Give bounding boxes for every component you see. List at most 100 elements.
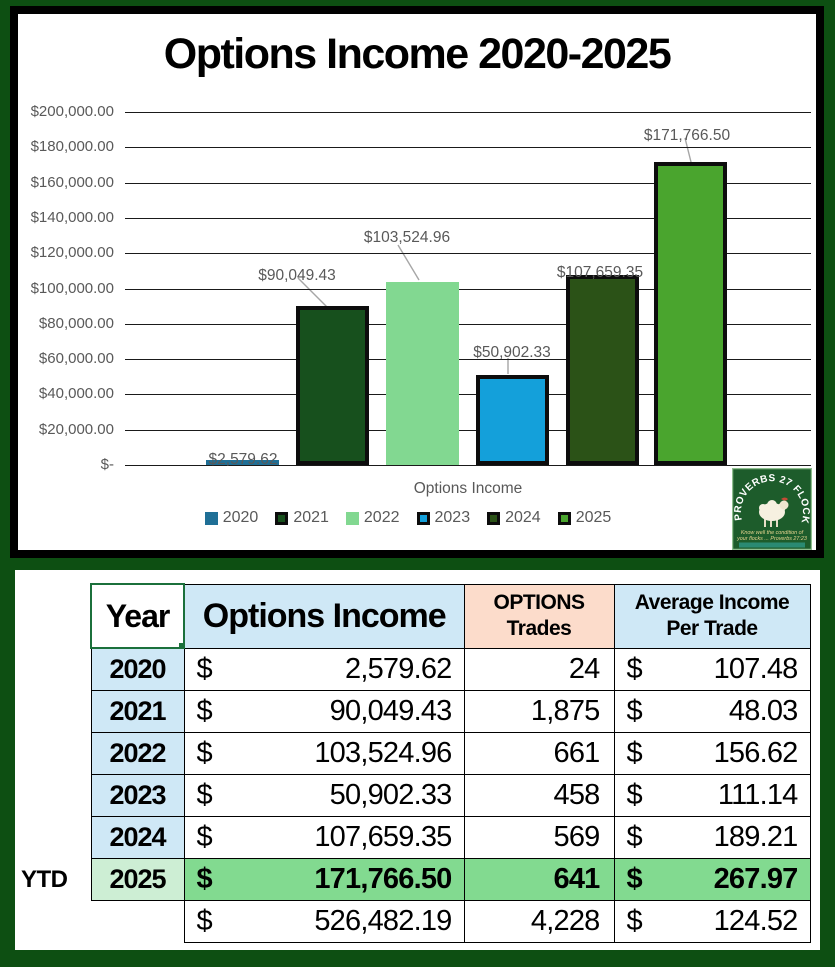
amount-value: 156.62 bbox=[713, 736, 799, 769]
trades-cell-2025: 641 bbox=[463, 857, 615, 901]
trades-cell-2021: 1,875 bbox=[463, 689, 615, 733]
table-row-2023: 2023 $50,902.33 458 $111.14 bbox=[90, 773, 811, 817]
currency-symbol: $ bbox=[626, 820, 643, 853]
legend-swatch-2023 bbox=[416, 511, 430, 525]
legend-swatch-2025 bbox=[557, 511, 571, 525]
gridline bbox=[125, 394, 811, 396]
chart-panel: Options Income 2020-2025 Options Income … bbox=[10, 6, 824, 558]
legend-label-2020: 2020 bbox=[222, 509, 259, 526]
chart-legend: 2020 2021 2022 2023 2024 2025 bbox=[125, 509, 691, 527]
table-row-2020: 2020 $2,579.62 24 $107.48 bbox=[90, 647, 811, 691]
x-axis-label: Options Income bbox=[413, 480, 523, 497]
gridline bbox=[125, 112, 811, 113]
header-average-income: Average Income Per Trade bbox=[613, 583, 811, 649]
selection-handle bbox=[178, 642, 182, 646]
amount-value: 50,902.33 bbox=[329, 778, 453, 811]
logo-url-strip bbox=[739, 542, 805, 548]
amount-value: 107,659.35 bbox=[314, 820, 452, 853]
chart-title: Options Income 2020-2025 bbox=[163, 30, 672, 78]
trades-cell-2024: 569 bbox=[463, 815, 615, 859]
currency-symbol: $ bbox=[196, 862, 213, 895]
legend-label-2024: 2024 bbox=[505, 509, 541, 526]
year-cell-2025: 2025 bbox=[90, 857, 185, 901]
proverbs-27-flocks-logo: PROVERBS 27 FLOCKS Know well the conditi… bbox=[732, 468, 812, 550]
currency-symbol: $ bbox=[196, 778, 213, 811]
amount-value: 267.97 bbox=[713, 862, 799, 895]
data-label-2023: $50,902.33 bbox=[473, 344, 551, 361]
gridline bbox=[125, 288, 811, 290]
currency-symbol: $ bbox=[626, 862, 643, 895]
currency-symbol: $ bbox=[196, 694, 213, 727]
income-cell-2023: $50,902.33 bbox=[183, 773, 465, 817]
legend-item-2024: 2024 bbox=[487, 509, 541, 527]
trades-value: 1,875 bbox=[530, 694, 600, 727]
bar-2021 bbox=[295, 306, 369, 465]
avg-cell-2020: $107.48 bbox=[613, 647, 811, 691]
trades-value: 458 bbox=[553, 778, 601, 811]
amount-value: 107.48 bbox=[713, 652, 799, 685]
header-options-income: Options Income bbox=[183, 583, 465, 649]
amount-value: 171,766.50 bbox=[314, 862, 452, 895]
trades-value: 661 bbox=[553, 736, 601, 769]
gridline bbox=[125, 182, 811, 184]
trades-value: 641 bbox=[553, 862, 601, 895]
avg-cell-2025: $267.97 bbox=[613, 857, 811, 901]
amount-value: 2,579.62 bbox=[345, 652, 452, 685]
total-row-empty-cell bbox=[91, 900, 184, 942]
currency-symbol: $ bbox=[626, 736, 643, 769]
amount-value: 526,482.19 bbox=[314, 904, 452, 937]
gridline bbox=[125, 217, 811, 219]
table-row-2024: 2024 $107,659.35 569 $189.21 bbox=[90, 815, 811, 859]
y-axis-tick: $160,000.00 bbox=[30, 173, 114, 191]
amount-value: 90,049.43 bbox=[329, 694, 453, 727]
ytd-label: YTD bbox=[21, 866, 68, 893]
total-income-cell: $526,482.19 bbox=[183, 899, 465, 943]
legend-item-2020: 2020 bbox=[204, 509, 259, 527]
legend-swatch-2020 bbox=[204, 511, 218, 525]
legend-label-2021: 2021 bbox=[293, 509, 329, 526]
table-header-row: Year Options Income OPTIONS Trades Average I… bbox=[90, 583, 811, 649]
y-axis-tick: $60,000.00 bbox=[38, 350, 114, 368]
header-year: Year bbox=[90, 583, 185, 649]
gridline bbox=[125, 253, 811, 255]
avg-cell-2023: $111.14 bbox=[613, 773, 811, 817]
header-options-trades: OPTIONS Trades bbox=[463, 583, 615, 649]
avg-cell-2021: $48.03 bbox=[613, 689, 811, 733]
data-label-2022: $103,524.96 bbox=[363, 229, 451, 246]
data-label-2021: $90,049.43 bbox=[258, 267, 336, 284]
table-row-2025: 2025 $171,766.50 641 $267.97 bbox=[90, 857, 811, 901]
currency-symbol: $ bbox=[626, 694, 643, 727]
y-axis-tick: $80,000.00 bbox=[38, 314, 114, 332]
legend-item-2023: 2023 bbox=[416, 509, 470, 527]
y-axis-tick: $20,000.00 bbox=[38, 420, 114, 438]
sheep-icon bbox=[759, 497, 789, 527]
income-cell-2025: $171,766.50 bbox=[183, 857, 465, 901]
gridline bbox=[125, 359, 811, 361]
legend-item-2021: 2021 bbox=[275, 509, 329, 527]
currency-symbol: $ bbox=[626, 778, 643, 811]
y-axis-tick: $140,000.00 bbox=[30, 208, 114, 226]
total-avg-cell: $124.52 bbox=[613, 899, 811, 943]
y-axis-tick: $100,000.00 bbox=[30, 279, 114, 297]
trades-cell-2023: 458 bbox=[463, 773, 615, 817]
legend-swatch-2022 bbox=[345, 511, 359, 525]
legend-item-2025: 2025 bbox=[557, 509, 611, 527]
income-cell-2020: $2,579.62 bbox=[183, 647, 465, 691]
data-label-2020: $2,579.62 bbox=[208, 451, 278, 468]
bar-2022 bbox=[385, 282, 459, 465]
data-label-2025: $171,766.50 bbox=[643, 127, 731, 144]
y-axis-tick: $200,000.00 bbox=[30, 103, 114, 120]
amount-value: 189.21 bbox=[713, 820, 799, 853]
amount-value: 124.52 bbox=[713, 904, 799, 937]
table-row-2022: 2022 $103,524.96 661 $156.62 bbox=[90, 731, 811, 775]
y-axis-tick: $- bbox=[100, 456, 114, 473]
income-cell-2024: $107,659.35 bbox=[183, 815, 465, 859]
logo-caption-line1: Know well the condition of bbox=[741, 530, 804, 536]
legend-swatch-2021 bbox=[275, 511, 289, 525]
trades-value: 569 bbox=[553, 820, 601, 853]
amount-value: 111.14 bbox=[717, 778, 798, 811]
trades-cell-2022: 661 bbox=[463, 731, 615, 775]
gridline bbox=[125, 147, 811, 149]
trades-cell-2020: 24 bbox=[463, 647, 615, 691]
summary-table-panel: YTD Year Options Income OPTIONS Trades Avera… bbox=[15, 570, 820, 950]
